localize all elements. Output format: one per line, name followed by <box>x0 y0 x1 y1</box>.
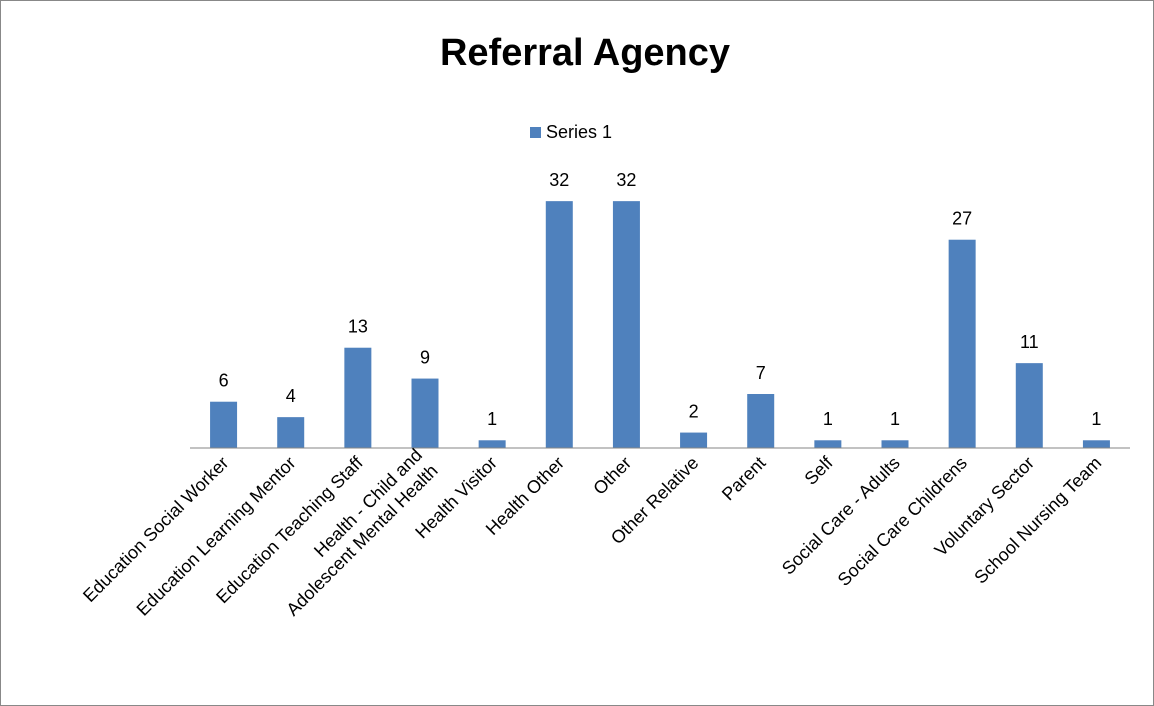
bar <box>411 378 439 448</box>
legend-label: Series 1 <box>546 122 612 142</box>
bar <box>210 401 238 448</box>
data-label: 32 <box>549 170 569 190</box>
data-label: 13 <box>348 316 368 336</box>
legend-swatch <box>530 127 541 138</box>
data-label: 1 <box>1091 409 1101 429</box>
bar <box>344 347 372 448</box>
chart-title: Referral Agency <box>440 32 730 74</box>
bar <box>948 239 976 448</box>
data-label: 1 <box>890 409 900 429</box>
data-label: 9 <box>420 347 430 367</box>
bar <box>545 201 573 448</box>
bar <box>478 440 506 448</box>
bar <box>814 440 842 448</box>
bar <box>881 440 909 448</box>
data-label: 27 <box>952 208 972 228</box>
data-label: 32 <box>616 170 636 190</box>
bar <box>680 432 708 448</box>
data-label: 1 <box>823 409 833 429</box>
legend-item: Series 1 <box>530 122 612 142</box>
bar <box>612 201 640 448</box>
bar <box>1082 440 1110 448</box>
data-label: 1 <box>487 409 497 429</box>
bar <box>1015 363 1043 448</box>
data-label: 6 <box>219 370 229 390</box>
bar <box>747 394 775 448</box>
data-label: 7 <box>756 363 766 383</box>
data-label: 11 <box>1020 332 1039 352</box>
data-label: 2 <box>689 401 699 421</box>
data-label: 4 <box>286 386 296 406</box>
bar <box>277 417 305 448</box>
